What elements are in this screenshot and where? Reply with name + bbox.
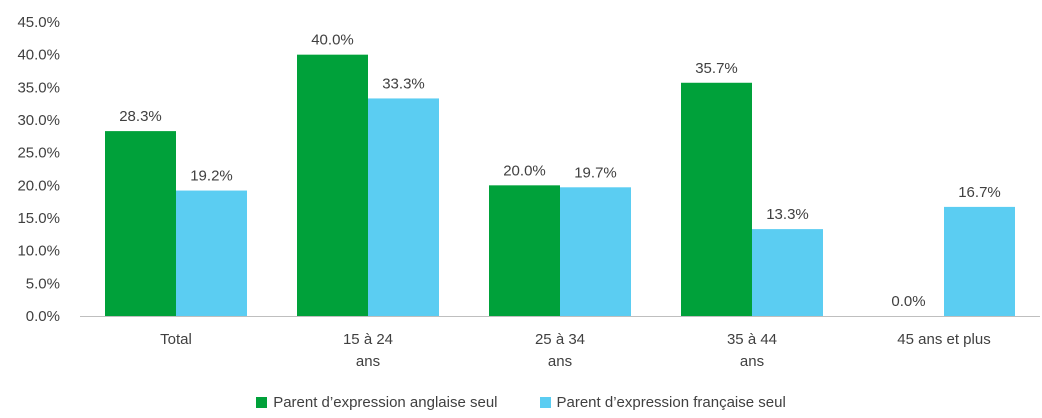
legend-item-series-1: Parent d’expression anglaise seul [256,394,498,411]
data-label: 35.7% [695,60,738,77]
bar-series-1 [681,82,752,316]
x-category-label: 35 à 44 ans [727,331,777,370]
data-label: 19.2% [190,168,233,185]
y-axis: 0.0% 5.0% 10.0% 15.0% 20.0% 25.0% 30.0% 35.0% 40… [17,14,60,325]
x-category-label: 25 à 34 ans [535,331,585,370]
x-category-label: Total [160,331,192,348]
y-tick-label: 10.0% [17,243,60,260]
y-tick-label: 15.0% [17,210,60,227]
y-tick-label: 45.0% [17,14,60,31]
x-category-label: 45 ans et plus [897,331,990,348]
bar-series-2 [560,187,631,316]
legend-swatch-series-1 [256,397,268,408]
bar-series-2 [944,206,1015,316]
legend-item-series-2: Parent d’expression française seul [539,394,786,411]
y-tick-label: 0.0% [26,308,60,325]
data-label: 19.7% [574,164,617,181]
y-tick-label: 35.0% [17,79,60,96]
data-label: 40.0% [311,32,354,49]
bar-series-1 [489,185,560,316]
bars [105,54,1015,317]
data-label: 28.3% [119,108,162,125]
bar-series-2 [176,190,247,316]
y-tick-label: 40.0% [17,47,60,64]
bar-series-1 [297,54,368,317]
bar-series-1 [105,131,176,316]
y-tick-label: 30.0% [17,112,60,129]
y-tick-label: 25.0% [17,145,60,162]
y-tick-label: 20.0% [17,177,60,194]
data-label: 13.3% [766,206,809,223]
data-label: 20.0% [503,162,546,179]
x-category-label: 15 à 24 ans [343,331,393,370]
bar-chart: 0.0% 5.0% 10.0% 15.0% 20.0% 25.0% 30.0% 35.0% 40… [17,14,1040,370]
legend: Parent d’expression anglaise seul Parent… [0,394,1042,411]
bar-series-2 [368,98,439,316]
data-labels: 28.3% 19.2% 40.0% 33.3% 20.0% 19.7% 35.7% 13.3%… [119,32,1001,310]
data-label: 0.0% [891,293,925,310]
data-label: 16.7% [958,184,1001,201]
legend-label-series-2: Parent d’expression française seul [556,394,786,411]
legend-swatch-series-2 [539,397,551,408]
bar-series-2 [752,229,823,316]
legend-label-series-1: Parent d’expression anglaise seul [273,394,498,411]
x-axis: Total 15 à 24 ans 25 à 34 ans 35 à 44 ans 45 an… [160,331,991,370]
data-label: 33.3% [382,75,425,92]
y-tick-label: 5.0% [26,275,60,292]
